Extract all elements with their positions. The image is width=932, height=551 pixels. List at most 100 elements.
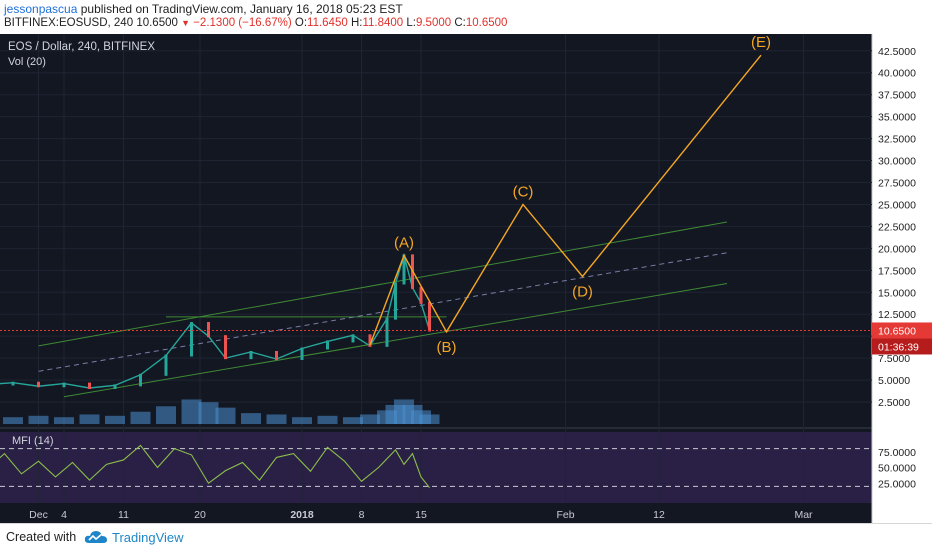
author-link[interactable]: jessonpascua: [4, 2, 78, 16]
price-candle: [224, 335, 227, 360]
price-candle: [62, 382, 66, 388]
price-candle: [385, 317, 389, 347]
countdown-tag-label: 01:36:39: [878, 341, 919, 353]
channel-line: [38, 221, 728, 347]
price-candle: [249, 350, 253, 360]
price-candle: [419, 286, 423, 304]
price-candle: [326, 340, 329, 350]
close-value: 10.6500: [465, 17, 508, 29]
mfi-label: MFI (14): [12, 435, 54, 447]
volume-bar: [215, 407, 236, 424]
price-axis-background: [872, 34, 932, 523]
volume-bar: [266, 414, 287, 424]
price-tick-label: 20.0000: [878, 243, 916, 255]
volume-label: Vol (20): [8, 56, 46, 68]
price-candle: [402, 254, 406, 285]
time-tick-label: 2018: [290, 509, 314, 521]
price-tick-label: 5.0000: [878, 375, 910, 387]
channel-line: [63, 283, 728, 398]
volume-bar: [343, 417, 363, 424]
price-tick-label: 27.5000: [878, 178, 916, 190]
volume-bar: [360, 414, 380, 424]
price-candle: [113, 384, 117, 389]
mfi-tick-label: 25.0000: [878, 478, 916, 490]
mfi-tick-label: 50.0000: [878, 463, 916, 475]
volume-bar: [292, 417, 312, 424]
volume-bar: [79, 414, 100, 424]
price-tick-label: 42.5000: [878, 46, 916, 58]
elliott-wave-path: [369, 54, 762, 346]
price-tick-label: 2.5000: [878, 397, 910, 409]
price-tick-label: 40.0000: [878, 68, 916, 80]
price-tick-label: 32.5000: [878, 134, 916, 146]
last-price: 10.6500: [136, 17, 178, 29]
price-candle: [164, 354, 168, 376]
volume-bar: [54, 417, 74, 424]
volume-bar: [105, 415, 125, 424]
time-tick-label: 15: [415, 509, 427, 521]
price-tick-label: 15.0000: [878, 287, 916, 299]
volume-bar: [28, 415, 49, 424]
countdown-tag: [872, 338, 932, 355]
wave-label: (A): [394, 234, 414, 251]
wave-label: (E): [751, 34, 771, 51]
mfi-tick-label: 75.0000: [878, 447, 916, 459]
tradingview-cloud-icon: [84, 531, 107, 543]
price-tick-label: 37.5000: [878, 90, 916, 102]
wave-label: (B): [437, 339, 457, 356]
low-label: L:: [406, 17, 416, 29]
price-candle: [368, 334, 372, 347]
price-candle: [190, 322, 193, 357]
symbol-label: BITFINEX:EOSUSD, 240: [4, 17, 134, 29]
price-candle: [88, 382, 91, 389]
wave-label: (C): [513, 183, 534, 200]
low-value: 9.5000: [415, 17, 452, 29]
high-value: 11.8400: [362, 17, 404, 29]
chart-header: jessonpascua published on TradingView.co…: [0, 0, 932, 34]
price-candle: [351, 334, 355, 343]
mfi-line: [0, 444, 430, 489]
price-candle: [300, 347, 304, 361]
price-candle: [275, 350, 278, 361]
time-tick-label: 8: [359, 509, 365, 521]
chart-title: EOS / Dollar, 240, BITFINEX: [8, 41, 155, 53]
time-tick-label: 20: [194, 509, 206, 521]
time-tick-label: Mar: [794, 509, 813, 521]
volume-bar: [241, 413, 261, 424]
publish-line: jessonpascua published on TradingView.co…: [4, 2, 403, 16]
price-tick-label: 7.5000: [878, 353, 910, 365]
publish-info: published on TradingView.com, January 16…: [80, 2, 403, 16]
wave-label: (D): [572, 283, 593, 300]
time-tick-label: 12: [653, 509, 665, 521]
price-tick-label: 17.5000: [878, 265, 916, 277]
price-chart[interactable]: 42.500040.000037.500035.000032.500030.00…: [0, 34, 932, 523]
created-with-label: Created with: [6, 530, 77, 544]
time-tick-label: Feb: [556, 509, 574, 521]
open-value: 11.6450: [307, 17, 348, 29]
time-tick-label: 4: [61, 509, 67, 521]
time-tick-label: Dec: [29, 509, 48, 521]
footer: Created with TradingView: [0, 523, 932, 551]
mfi-pane-background: [0, 432, 872, 503]
time-tick-label: 11: [118, 509, 129, 521]
last-price-tag-label: 10.6500: [878, 325, 916, 337]
high-label: H:: [350, 17, 363, 29]
price-tick-label: 35.0000: [878, 112, 916, 124]
price-tick-label: 25.0000: [878, 199, 916, 211]
volume-bar: [317, 415, 338, 424]
price-tick-label: 30.0000: [878, 156, 916, 168]
down-arrow-icon: ▼: [181, 18, 191, 28]
volume-bar: [3, 417, 23, 424]
price-candle: [207, 322, 210, 338]
volume-bar: [419, 414, 440, 424]
last-price-tag: [872, 322, 932, 339]
price-tick-label: 12.5000: [878, 309, 916, 321]
price-tick-label: 22.5000: [878, 221, 916, 233]
volume-bar: [198, 402, 219, 424]
open-label: O:: [294, 17, 308, 29]
tradingview-logo-text[interactable]: TradingView: [112, 530, 184, 545]
price-candle: [139, 373, 142, 387]
price-candle: [428, 301, 431, 332]
price-candle: [394, 282, 397, 320]
ohlc-line: BITFINEX:EOSUSD, 240 10.6500 ▼ −2.1300 (…: [4, 17, 507, 29]
